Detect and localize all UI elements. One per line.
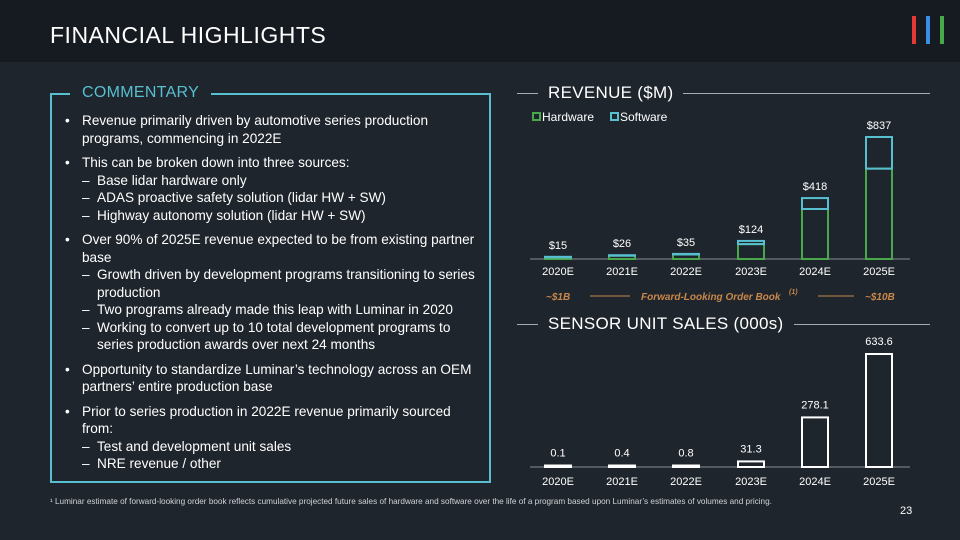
revenue-total-label: $35 [677, 237, 695, 249]
revenue-bar-software [672, 252, 700, 256]
bullet-item: Revenue primarily driven by automotive s… [62, 112, 482, 147]
order-book-left-value: ~$1B [546, 292, 570, 303]
revenue-total-label: $124 [739, 224, 763, 236]
revenue-total-label: $418 [803, 181, 827, 193]
units-value-label: 0.1 [550, 448, 565, 460]
revenue-title-rule-left [517, 93, 543, 94]
legend-swatch-hardware [532, 112, 541, 121]
revenue-bar-hardware [801, 208, 829, 260]
commentary-box [50, 93, 491, 483]
units-bar [865, 353, 893, 468]
units-value-label: 0.8 [678, 448, 693, 460]
units-bar [801, 416, 829, 468]
revenue-bar-software [801, 197, 829, 211]
revenue-tick-label: 2024E [799, 266, 831, 278]
sub-bullet-item: Base lidar hardware only [62, 172, 482, 190]
units-value-label: 0.4 [614, 448, 629, 460]
revenue-tick-label: 2023E [735, 266, 767, 278]
revenue-tick-label: 2021E [606, 266, 638, 278]
revenue-chart-title: REVENUE ($M) [538, 83, 684, 103]
sub-bullet-item: Growth driven by development programs tr… [62, 266, 482, 301]
revenue-bar-hardware [737, 243, 765, 260]
sub-bullet-item: Highway autonomy solution (lidar HW + SW… [62, 207, 482, 225]
commentary-heading: COMMENTARY [70, 84, 212, 102]
order-book-label: Forward-Looking Order Book [641, 292, 781, 303]
legend-swatch-software [610, 112, 619, 121]
revenue-bar-software [544, 255, 572, 259]
units-chart-title: SENSOR UNIT SALES (000s) [538, 314, 794, 334]
brand-bar-blue [926, 16, 930, 44]
units-tick-label: 2022E [670, 476, 702, 488]
sub-bullet-item: Two programs already made this leap with… [62, 301, 482, 319]
units-bar [737, 460, 765, 469]
revenue-tick-label: 2022E [670, 266, 702, 278]
sub-bullet-item: NRE revenue / other [62, 455, 482, 473]
revenue-title-rule-right [678, 93, 930, 94]
revenue-total-label: $837 [867, 120, 891, 132]
revenue-bar-software [865, 136, 893, 170]
units-tick-label: 2020E [542, 476, 574, 488]
revenue-tick-label: 2020E [542, 266, 574, 278]
units-tick-label: 2025E [863, 476, 895, 488]
sub-bullet-item: Working to convert up to 10 total develo… [62, 319, 482, 354]
page-title: FINANCIAL HIGHLIGHTS [50, 22, 327, 48]
bullet-item: Over 90% of 2025E revenue expected to be… [62, 231, 482, 266]
order-book-right-value: ~$10B [865, 292, 895, 303]
revenue-tick-label: 2025E [863, 266, 895, 278]
units-bar [672, 464, 700, 468]
units-value-label: 31.3 [740, 443, 761, 455]
sub-bullet-item: Test and development unit sales [62, 438, 482, 456]
bullet-text: This can be broken down into three sourc… [82, 155, 350, 170]
units-tick-label: 2021E [606, 476, 638, 488]
units-tick-label: 2024E [799, 476, 831, 488]
legend-label-software: Software [620, 110, 668, 124]
revenue-bar-software [737, 239, 765, 246]
revenue-bar-software [608, 254, 636, 257]
brand-bar-red [912, 16, 916, 44]
units-bar [544, 464, 572, 468]
bullet-item: Prior to series production in 2022E reve… [62, 403, 482, 438]
units-title-rule-left [517, 324, 543, 325]
sub-bullet-item: ADAS proactive safety solution (lidar HW… [62, 189, 482, 207]
revenue-total-label: $15 [549, 240, 567, 252]
header-bar [0, 0, 960, 62]
units-value-label: 278.1 [801, 399, 829, 411]
units-bar [608, 464, 636, 468]
bullet-item: This can be broken down into three sourc… [62, 154, 482, 172]
revenue-total-label: $26 [613, 238, 631, 250]
revenue-bar-hardware [865, 167, 893, 260]
bullet-item: Opportunity to standardize Luminar’s tec… [62, 361, 482, 396]
brand-bar-green [940, 16, 944, 44]
units-tick-label: 2023E [735, 476, 767, 488]
units-title-rule-right [765, 324, 930, 325]
page-number: 23 [900, 505, 913, 517]
commentary-list: Revenue primarily driven by automotive s… [62, 112, 482, 473]
order-book-superscript: (1) [789, 289, 798, 296]
units-value-label: 633.6 [865, 336, 893, 348]
legend-label-hardware: Hardware [542, 110, 594, 124]
footnote: ¹ Luminar estimate of forward-looking or… [50, 497, 772, 506]
